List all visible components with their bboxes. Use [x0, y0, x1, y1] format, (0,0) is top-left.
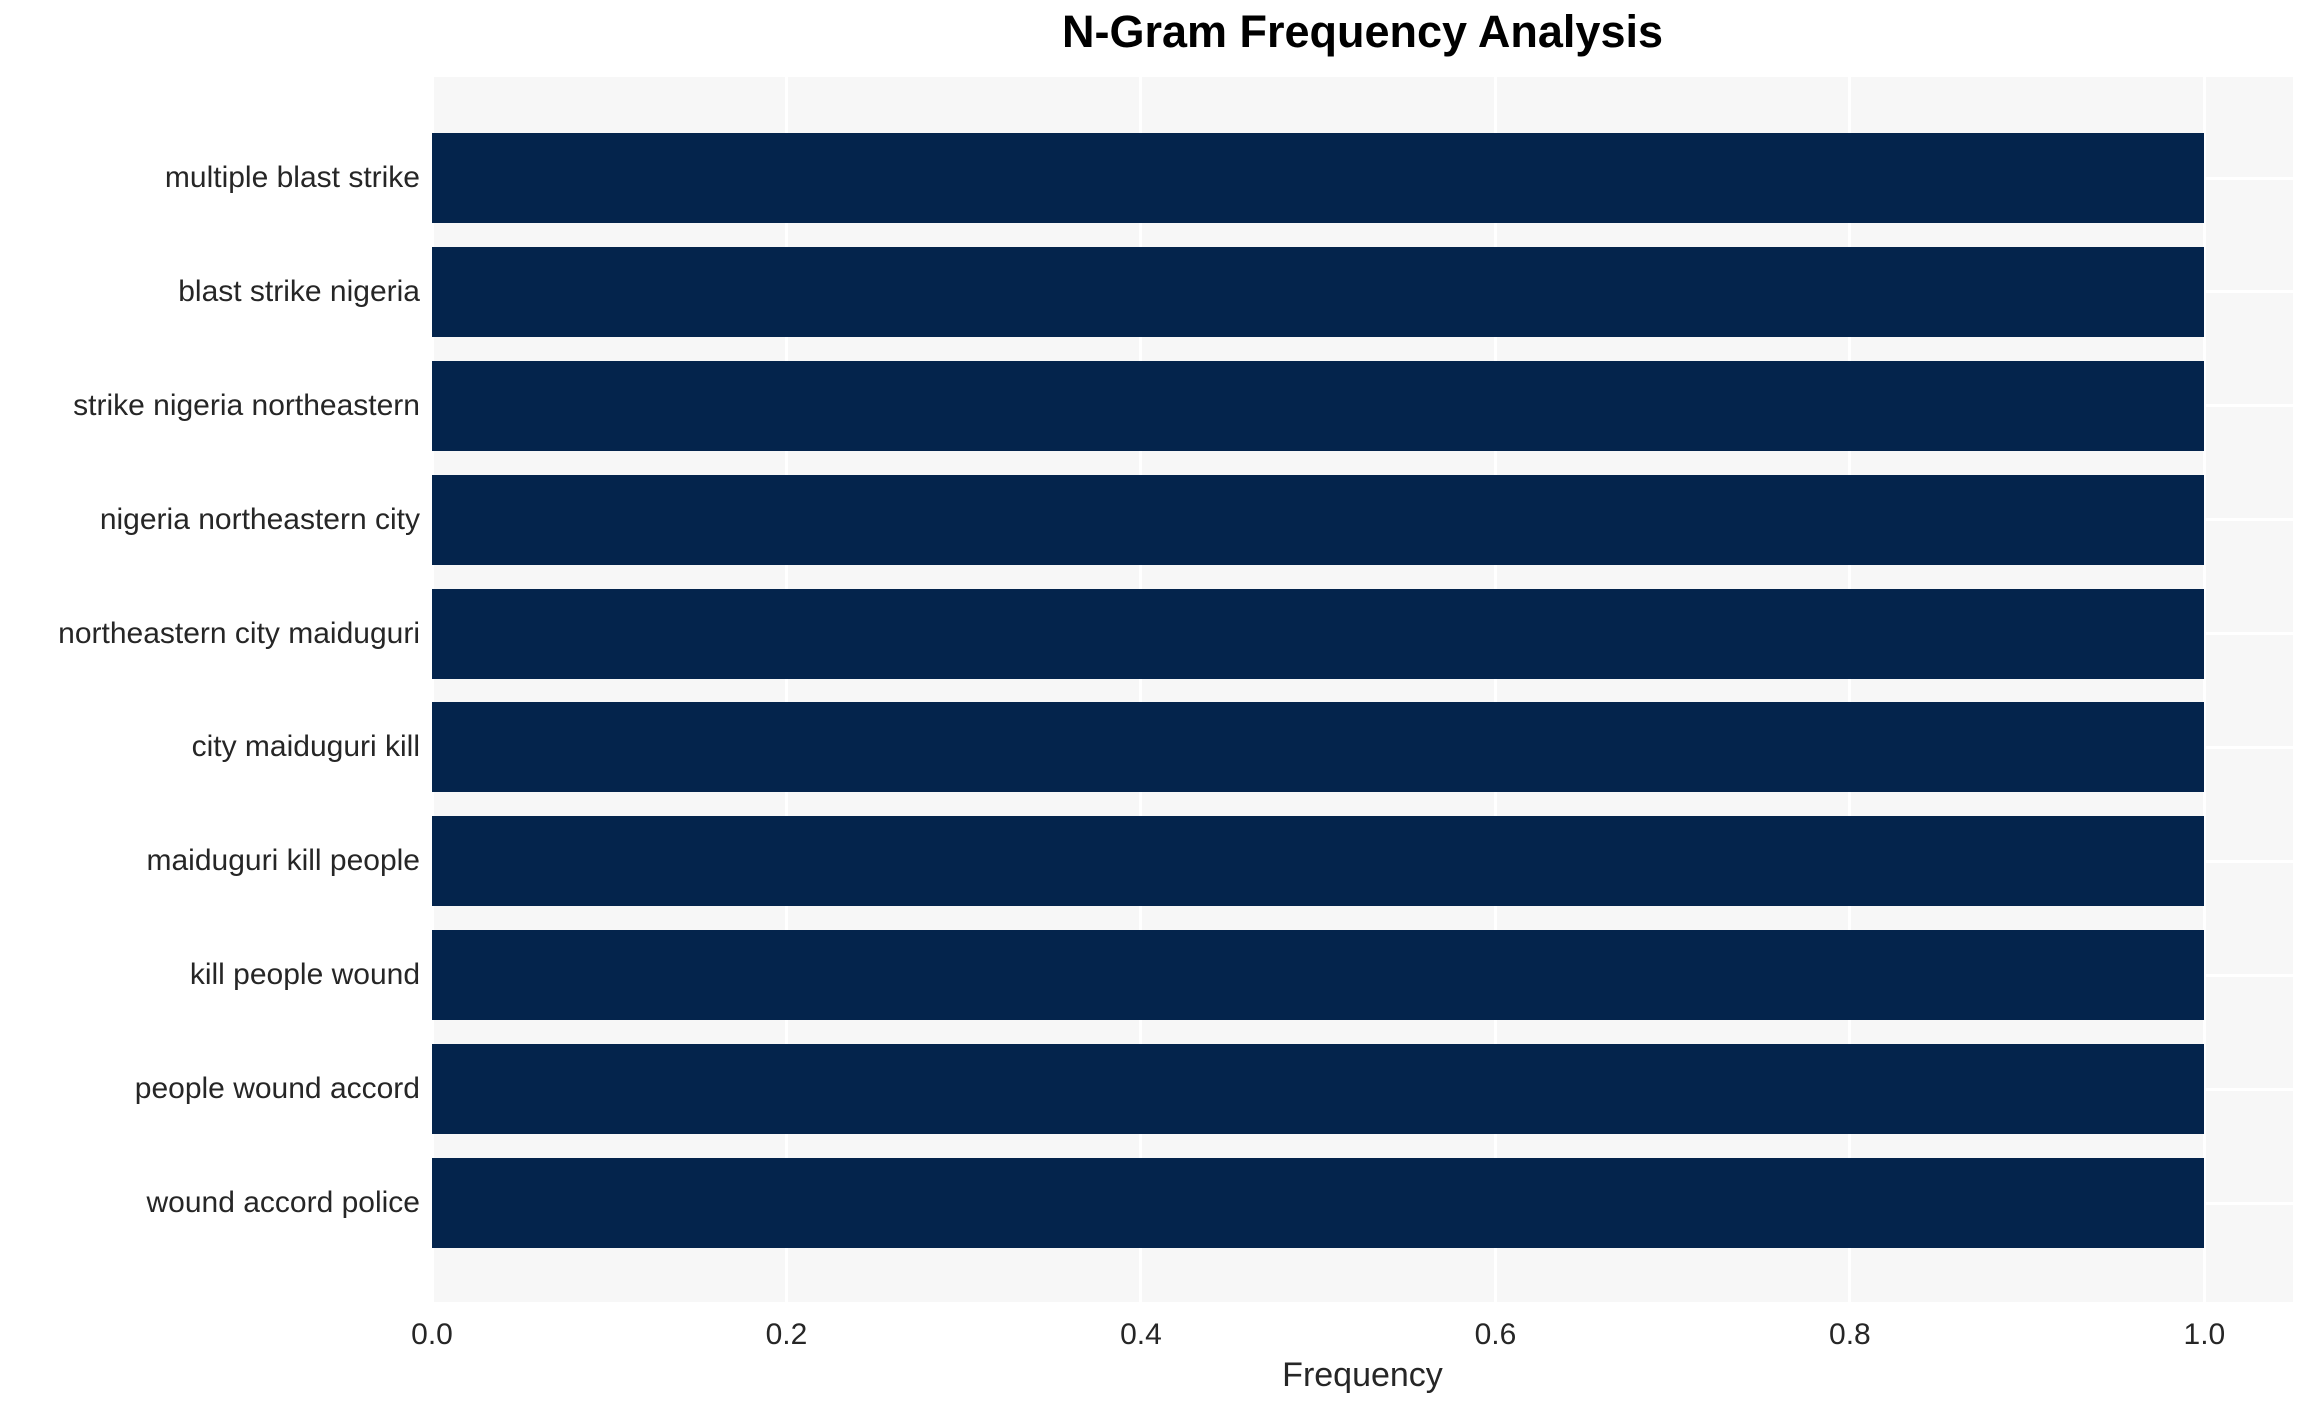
x-gridline	[2202, 77, 2206, 1302]
x-gridline	[430, 77, 434, 1302]
bar	[432, 1044, 2205, 1135]
x-tick-label: 0.8	[1829, 1318, 1871, 1351]
y-tick-label: strike nigeria northeastern	[73, 388, 420, 422]
y-tick-label: nigeria northeastern city	[99, 502, 420, 536]
y-tick-label: wound accord police	[146, 1186, 420, 1219]
x-gridline	[1848, 77, 1852, 1302]
bar	[432, 474, 2205, 565]
chart-title: N-Gram Frequency Analysis	[1061, 6, 1664, 57]
x-tick-label: 1.0	[2183, 1318, 2226, 1351]
x-gridline	[1493, 77, 1497, 1302]
y-tick-label: northeastern city maiduguri	[58, 616, 420, 650]
y-tick-label: people wound accord	[134, 1072, 420, 1106]
bar	[432, 1158, 2205, 1248]
y-tick-label: kill people wound	[189, 958, 420, 992]
bar	[432, 133, 2205, 223]
x-gridline	[1139, 77, 1143, 1302]
bar	[432, 360, 2205, 451]
bar	[432, 588, 2205, 679]
y-tick-label: multiple blast strike	[164, 161, 420, 194]
bar	[432, 930, 2205, 1021]
x-axis-title: Frequency	[1282, 1356, 1443, 1394]
y-tick-label: maiduguri kill people	[146, 844, 421, 878]
x-tick-label: 0.2	[765, 1318, 808, 1351]
x-tick-label: 0.4	[1120, 1318, 1162, 1351]
bar	[432, 246, 2205, 337]
y-tick-label: blast strike nigeria	[178, 274, 420, 308]
bar	[432, 816, 2205, 907]
x-gridline	[784, 77, 788, 1302]
bar	[432, 702, 2205, 793]
x-tick-label: 0.0	[411, 1318, 453, 1351]
plot-area	[430, 77, 2293, 1302]
x-tick-label: 0.6	[1474, 1318, 1517, 1351]
y-tick-label: city maiduguri kill	[191, 730, 420, 764]
